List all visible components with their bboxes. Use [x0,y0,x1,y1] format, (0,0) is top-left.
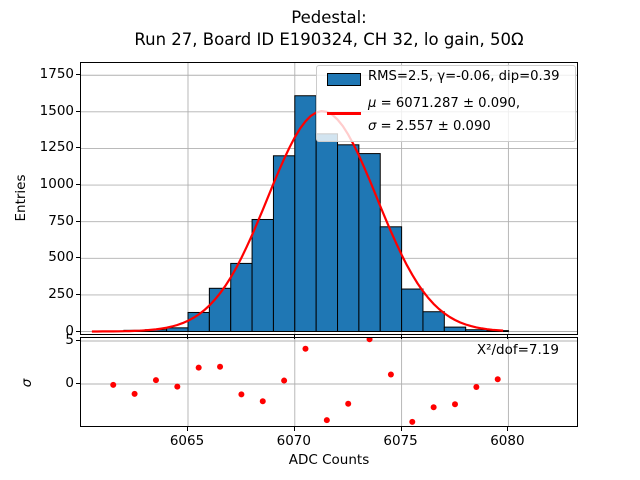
x-tick-label: 6075 [383,433,418,449]
x-tick-label: 6065 [169,433,205,449]
fit-legend-sigma-line: σ = 2.557 ± 0.090 [368,119,491,134]
gaussian-fit-curve [91,109,504,333]
main-y-tick-label: 750 [48,212,74,229]
residual-point [366,338,373,343]
histogram-bar [272,155,296,332]
histogram-bar [251,218,274,332]
main-plot-area: RMS=2.5, γ=-0.06, dip=0.39 μ = 6071.287 … [80,62,578,335]
chart-title-line1: Pedestal: [291,8,367,27]
histogram-bar [337,144,360,333]
histogram-bar [422,311,445,332]
histogram-bar [401,288,424,332]
residual-point [259,398,266,405]
residual-point [302,345,309,352]
fit-legend-mu-line: μ = 6071.287 ± 0.090, [368,96,520,111]
residual-point [281,377,288,384]
residual-point [131,390,138,397]
residual-point [409,418,416,425]
residual-point [152,377,159,384]
main-y-tick-label: 500 [48,249,74,266]
main-y-tick-label: 0 [65,322,74,339]
residual-point [494,376,501,383]
main-y-tick [76,110,80,112]
mu-symbol: μ [368,96,377,111]
x-tick [293,427,295,431]
histogram-plot [81,63,577,334]
main-x-tick [507,335,509,339]
main-y-tick [76,220,80,222]
main-y-tick-label: 250 [48,285,74,302]
residual-point [452,401,458,408]
chart-title-line2: Run 27, Board ID E190324, CH 32, lo gain… [134,30,524,49]
residual-plot [81,338,577,426]
chart-title: Pedestal: Run 27, Board ID E190324, CH 3… [80,7,578,51]
chi2-annotation: Χ²/dof=7.19 [476,342,559,358]
legend: RMS=2.5, γ=-0.06, dip=0.39 μ = 6071.287 … [316,65,576,142]
main-y-axis-label: Entries [13,174,29,222]
residual-point [473,384,480,391]
x-tick [507,427,509,431]
residual-plot-area: Χ²/dof=7.19 [80,337,578,427]
fit-line-legend-swatch [327,112,361,115]
main-y-tick [76,257,80,259]
x-tick [187,427,188,431]
main-y-tick-label: 1750 [39,66,74,83]
residual-point [323,417,330,424]
histogram-bar [465,329,488,332]
x-tick-label: 6080 [490,433,525,449]
histogram-bar [166,327,189,333]
residual-point [430,404,437,411]
x-tick [400,427,402,431]
x-tick-label: 6070 [276,433,311,449]
histogram-bar [315,133,339,332]
mu-value: = 6071.287 ± 0.090, [376,96,521,111]
residual-y-tick-label: 0 [65,375,74,391]
residual-point [110,381,117,388]
main-y-tick [76,74,80,76]
fit-legend-label: μ = 6071.287 ± 0.090, σ = 2.557 ± 0.090 [368,92,520,138]
residual-y-tick [76,383,80,384]
residual-y-tick-label: 5 [65,332,74,348]
main-y-tick-label: 1500 [39,102,74,119]
main-y-tick [76,147,80,149]
residual-point [387,371,394,378]
main-x-tick [187,335,188,339]
main-y-tick [76,330,80,332]
residual-point [195,364,202,371]
residual-point [238,391,245,398]
sigma-symbol: σ [368,119,377,134]
main-y-tick-label: 1000 [39,176,74,193]
main-y-tick-label: 1250 [39,139,74,156]
histogram-bar [379,226,403,332]
histogram-legend-label: RMS=2.5, γ=-0.06, dip=0.39 [368,69,560,84]
main-y-tick [76,184,80,186]
residual-point [345,400,352,407]
histogram-legend-swatch [327,73,361,86]
residual-point [217,363,224,370]
residual-y-tick [76,340,80,341]
residual-point [174,383,181,390]
x-axis-label: ADC Counts [288,452,370,468]
sigma-value: = 2.557 ± 0.090 [376,119,491,134]
main-x-tick [400,335,402,339]
main-y-tick [76,293,80,295]
histogram-bar [443,326,467,332]
main-x-tick [293,335,295,339]
